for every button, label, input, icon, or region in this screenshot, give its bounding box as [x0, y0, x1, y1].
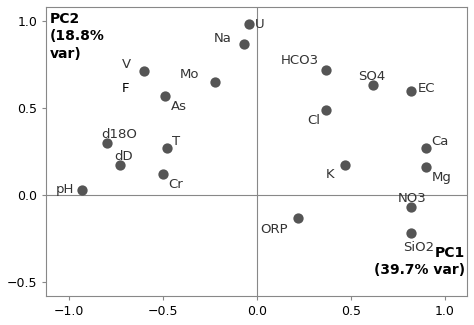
Point	[422, 164, 429, 170]
Text: HCO3: HCO3	[281, 54, 319, 67]
Point	[78, 187, 86, 192]
Point	[341, 163, 349, 168]
Point	[116, 163, 124, 168]
Point	[369, 83, 377, 88]
Point	[422, 145, 429, 150]
Text: Mg: Mg	[431, 171, 451, 184]
Point	[407, 205, 415, 210]
Point	[240, 41, 247, 46]
Text: K: K	[326, 168, 335, 181]
Text: SiO2: SiO2	[403, 241, 434, 254]
Text: ORP: ORP	[261, 223, 288, 236]
Point	[322, 67, 330, 72]
Point	[212, 79, 219, 84]
Text: U: U	[255, 18, 264, 31]
Text: T: T	[172, 135, 181, 148]
Point	[140, 69, 148, 74]
Point	[322, 107, 330, 112]
Text: PC2
(18.8%
var): PC2 (18.8% var)	[50, 12, 105, 61]
Text: d18O: d18O	[101, 128, 137, 141]
Point	[103, 140, 110, 145]
Text: Ca: Ca	[431, 135, 449, 148]
Text: V: V	[121, 58, 131, 71]
Point	[294, 215, 302, 220]
Text: As: As	[170, 100, 186, 113]
Text: pH: pH	[56, 183, 74, 196]
Text: NO3: NO3	[398, 192, 426, 205]
Point	[159, 172, 167, 177]
Text: Mo: Mo	[180, 68, 199, 81]
Text: Cl: Cl	[308, 114, 320, 127]
Point	[407, 231, 415, 236]
Text: EC: EC	[418, 82, 436, 95]
Text: Cr: Cr	[169, 178, 183, 191]
Point	[246, 22, 253, 27]
Text: PC1
(39.7% var): PC1 (39.7% var)	[374, 246, 465, 277]
Text: Na: Na	[214, 32, 231, 45]
Point	[407, 88, 415, 93]
Point	[161, 93, 169, 98]
Text: F: F	[121, 82, 129, 95]
Text: SO4: SO4	[358, 70, 385, 83]
Point	[163, 145, 171, 150]
Text: dD: dD	[114, 150, 133, 163]
